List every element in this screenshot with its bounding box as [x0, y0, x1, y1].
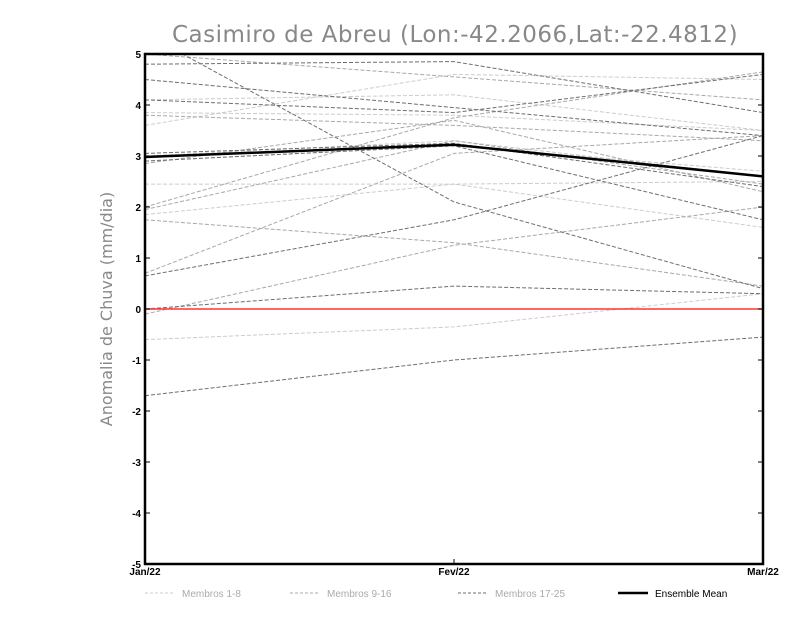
member-line-g2-2	[145, 54, 763, 101]
member-line-g2-8	[145, 119, 763, 193]
legend: Membros 1-8 Membros 9-16 Membros 17-25 Ense…	[145, 589, 727, 600]
legend-label-1: Membros 1-8	[182, 589, 241, 600]
y-tick-label: -1	[132, 356, 141, 367]
member-line-g3-6	[145, 145, 763, 221]
member-line-g2-7	[145, 135, 763, 274]
member-line-g1-5	[145, 112, 763, 131]
legend-label-4: Ensemble Mean	[655, 589, 727, 600]
member-line-g1-7	[145, 140, 763, 177]
member-line-g3-1	[145, 336, 763, 397]
y-tick-label: -5	[132, 560, 141, 571]
y-axis-label: Anomalia de Chuva (mm/dia)	[97, 192, 116, 426]
member-line-g2-4	[145, 206, 763, 315]
member-line-g2-3	[145, 219, 763, 287]
legend-label-2: Membros 9-16	[327, 589, 392, 600]
ensemble-mean-line	[145, 143, 763, 178]
member-line-g1-3	[145, 183, 763, 228]
chart-title: Casimiro de Abreu (Lon:-42.2066,Lat:-22.…	[172, 22, 738, 48]
y-tick-label: 0	[135, 305, 141, 316]
y-tick-label: -3	[132, 458, 141, 469]
member-line-g1-2	[145, 181, 763, 185]
member-line-g1-8	[145, 94, 763, 131]
y-tick-label: 1	[135, 254, 141, 265]
y-tick-label: 2	[135, 203, 141, 214]
member-line-g3-9	[145, 142, 763, 188]
y-tick-label: 4	[135, 101, 141, 112]
member-line-g3-4	[145, 73, 763, 114]
member-line-g3-5	[145, 79, 763, 137]
axes-layer: -5 -4 -3 -2 -1 0 1 2 3 4 5 Jan/22 Fev/22 Mar/22	[129, 50, 779, 578]
member-line-g2-1	[145, 71, 763, 208]
y-tick-label: 3	[135, 152, 141, 163]
member-line-g3-7	[145, 61, 763, 114]
x-tick-label: Jan/22	[129, 567, 161, 578]
series-layer	[145, 54, 763, 397]
member-line-g2-5	[145, 140, 763, 211]
member-line-g3-3	[145, 135, 763, 277]
x-tick-label: Fev/22	[438, 567, 470, 578]
y-tick-label: -2	[132, 407, 141, 418]
member-line-g2-6	[145, 114, 763, 142]
member-line-g1-4	[145, 293, 763, 341]
x-tick-label: Mar/22	[747, 567, 779, 578]
member-line-g3-2	[145, 285, 763, 310]
member-line-g3-8	[181, 54, 763, 290]
member-line-g1-1	[145, 73, 763, 126]
y-tick-label: -4	[132, 509, 141, 520]
y-tick-label: 5	[135, 50, 141, 61]
legend-label-3: Membros 17-25	[495, 589, 565, 600]
